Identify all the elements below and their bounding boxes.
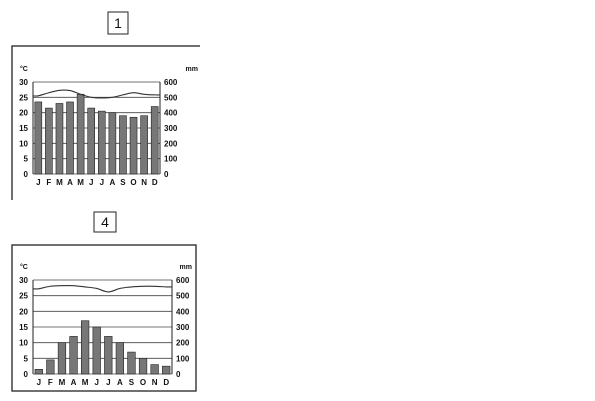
climate-chart-6: 6°Cmm0510152025300100200300400500600JFMA… bbox=[400, 200, 595, 396]
left-tick-label: 10 bbox=[19, 339, 28, 348]
climate-chart-1: 1 °C mm 0 5 10 15 20 25 30 0 100 200 300 400 500 600 J F M A… bbox=[0, 0, 203, 202]
precipitation-bar bbox=[140, 115, 148, 175]
precipitation-bar bbox=[81, 320, 90, 375]
right-tick-label: 300 bbox=[164, 124, 178, 133]
month-label: O bbox=[140, 378, 146, 387]
month-label: J bbox=[89, 178, 93, 187]
panel-number-box bbox=[93, 211, 117, 233]
left-tick-label: 20 bbox=[19, 307, 28, 316]
climate-chart-4: 4 °C mm 0 5 10 15 20 25 30 0 100 200 300 400 500 600 J F M A… bbox=[0, 200, 200, 396]
right-tick-label: 600 bbox=[176, 276, 190, 285]
month-label: M bbox=[59, 378, 66, 387]
month-label: D bbox=[152, 178, 158, 187]
month-label: J bbox=[94, 378, 98, 387]
left-tick-label: 30 bbox=[19, 78, 28, 87]
left-tick-label: 20 bbox=[19, 109, 28, 118]
climate-chart-3: 3°Cmm0510152025300100200300400500600JFMA… bbox=[400, 0, 595, 200]
precipitation-bar bbox=[66, 101, 74, 175]
right-tick-label: 500 bbox=[176, 292, 190, 301]
chart-svg-2: 2°Cmm0510152025300100200300400500600JFMA… bbox=[414, 11, 595, 205]
month-label: A bbox=[71, 378, 77, 387]
left-unit-label: °C bbox=[20, 263, 28, 271]
left-tick-label: 10 bbox=[19, 139, 28, 148]
right-tick-label: 400 bbox=[164, 109, 178, 118]
climate-chart-5: 5°Cmm0510152025300100200300400500600JFMA… bbox=[200, 200, 595, 396]
panel-number: 1 bbox=[114, 15, 122, 31]
left-tick-label: 30 bbox=[19, 276, 28, 285]
precipitation-bar bbox=[108, 112, 117, 175]
precipitation-bar bbox=[119, 115, 127, 175]
month-label: D bbox=[163, 378, 169, 387]
precipitation-bar bbox=[138, 358, 148, 375]
panel-number-box bbox=[107, 11, 129, 35]
right-tick-label: 400 bbox=[176, 307, 190, 316]
chart-svg-5: 5°Cmm0510152025300100200300400500600JFMA… bbox=[414, 211, 595, 393]
left-tick-label: 5 bbox=[24, 155, 29, 164]
right-tick-label: 200 bbox=[176, 339, 190, 348]
month-label: M bbox=[82, 378, 89, 387]
right-tick-label: 100 bbox=[164, 155, 178, 164]
temperature-line bbox=[32, 284, 173, 293]
right-tick-label: 0 bbox=[176, 370, 181, 379]
left-tick-label: 5 bbox=[24, 354, 29, 363]
precipitation-bar bbox=[69, 336, 78, 375]
month-label: A bbox=[109, 178, 115, 187]
precipitation-bar bbox=[92, 326, 101, 375]
left-tick-label: 25 bbox=[19, 292, 28, 301]
right-tick-label: 100 bbox=[176, 354, 190, 363]
right-tick-label: 300 bbox=[176, 323, 190, 332]
left-tick-label: 25 bbox=[19, 93, 28, 102]
month-label: N bbox=[152, 378, 158, 387]
month-label: J bbox=[37, 378, 41, 387]
precipitation-bar bbox=[150, 364, 159, 375]
precipitation-bar bbox=[76, 93, 85, 175]
month-label: J bbox=[106, 378, 110, 387]
month-label: O bbox=[130, 178, 136, 187]
right-unit-label: mm bbox=[186, 66, 198, 73]
chart-svg-6: 6°Cmm0510152025300100200300400500600JFMA… bbox=[400, 200, 595, 396]
right-tick-label: 500 bbox=[164, 93, 178, 102]
left-unit-label: °C bbox=[20, 65, 28, 73]
precipitation-bar bbox=[129, 116, 138, 175]
month-label: S bbox=[129, 378, 135, 387]
precipitation-bar bbox=[127, 351, 136, 375]
right-tick-label: 200 bbox=[164, 139, 178, 148]
right-tick-label: 0 bbox=[164, 170, 169, 179]
precipitation-bar bbox=[55, 103, 64, 175]
precipitation-bar bbox=[97, 110, 106, 175]
month-label: J bbox=[36, 178, 40, 187]
chart-frame bbox=[11, 45, 203, 202]
precipitation-bar bbox=[34, 101, 43, 175]
left-tick-label: 15 bbox=[19, 323, 28, 332]
month-label: M bbox=[56, 178, 63, 187]
precipitation-bar bbox=[162, 365, 171, 375]
month-label: J bbox=[100, 178, 104, 187]
right-unit-label: mm bbox=[180, 264, 192, 271]
left-tick-label: 0 bbox=[24, 370, 29, 379]
precipitation-bar bbox=[45, 107, 53, 175]
month-label: A bbox=[67, 178, 73, 187]
precipitation-bar bbox=[115, 342, 124, 375]
panel-number: 4 bbox=[101, 214, 109, 230]
month-label: F bbox=[46, 178, 51, 187]
left-tick-label: 0 bbox=[24, 170, 29, 179]
precipitation-bar bbox=[104, 336, 113, 375]
precipitation-bar bbox=[34, 369, 43, 375]
month-label: M bbox=[77, 178, 84, 187]
chart-svg-3: 3°Cmm0510152025300100200300400500600JFMA… bbox=[400, 0, 595, 200]
month-label: F bbox=[48, 378, 53, 387]
right-tick-label: 600 bbox=[164, 78, 178, 87]
month-label: N bbox=[141, 178, 147, 187]
precipitation-bar bbox=[87, 107, 96, 175]
month-label: S bbox=[120, 178, 126, 187]
left-tick-label: 15 bbox=[19, 124, 28, 133]
temperature-line bbox=[32, 89, 161, 99]
precipitation-bar bbox=[46, 359, 55, 375]
month-label: A bbox=[117, 378, 123, 387]
precipitation-bar bbox=[57, 342, 67, 375]
precipitation-bar bbox=[150, 106, 159, 175]
climate-chart-2: 2°Cmm0510152025300100200300400500600JFMA… bbox=[200, 0, 595, 205]
